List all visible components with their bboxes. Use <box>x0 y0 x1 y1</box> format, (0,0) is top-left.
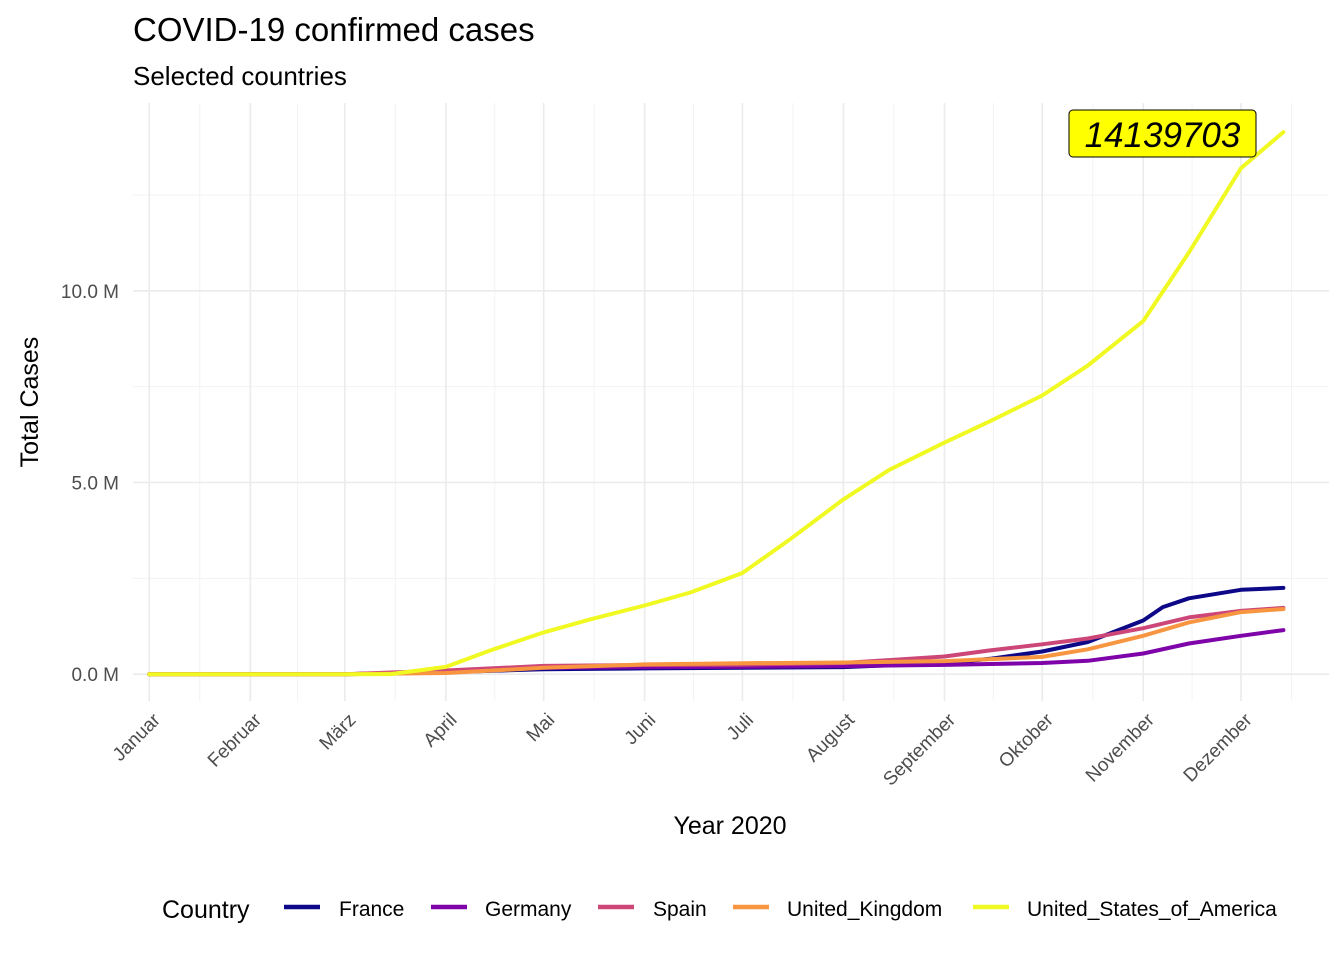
y-tick-label: 10.0 M <box>61 282 119 303</box>
series-line-spain <box>147 605 1286 677</box>
annotation-box <box>1068 109 1257 158</box>
x-tick-labels: Januar Februar März April Mai Juni Juli August S… <box>109 709 1257 790</box>
legend-label: United_States_of_America <box>1027 898 1277 921</box>
annotation-label: 14139703 <box>1085 116 1241 155</box>
x-tick-label: Januar <box>109 709 165 765</box>
chart-title: COVID-19 confirmed cases <box>133 11 535 48</box>
legend-label: France <box>339 898 404 921</box>
y-tick-labels: 0.0 M 5.0 M 10.0 M <box>61 282 119 686</box>
x-tick-label: Dezember <box>1180 709 1257 786</box>
legend: Country France Germany Spain United_Kingdom… <box>162 896 1277 924</box>
x-tick-label: Juli <box>723 710 758 745</box>
x-tick-label: Februar <box>204 709 266 771</box>
y-tick-label: 0.0 M <box>71 665 119 686</box>
x-tick-label: Oktober <box>995 709 1058 772</box>
x-tick-label: Mai <box>523 710 560 747</box>
x-tick-label: März <box>316 710 361 755</box>
legend-label: Germany <box>485 898 572 921</box>
x-tick-label: August <box>802 709 859 766</box>
legend-label: Spain <box>653 898 707 921</box>
x-tick-label: September <box>879 709 960 790</box>
series-line-united-kingdom <box>147 607 1286 677</box>
series-line-france <box>147 585 1286 677</box>
x-tick-label: November <box>1082 709 1159 786</box>
grid <box>133 103 1329 701</box>
series-line-germany <box>147 628 1286 677</box>
y-tick-label: 5.0 M <box>71 474 119 495</box>
chart-subtitle: Selected countries <box>133 61 347 91</box>
y-axis-title: Total Cases <box>16 337 44 468</box>
legend-label: United_Kingdom <box>787 898 942 921</box>
legend-title: Country <box>162 896 250 924</box>
x-axis-title: Year 2020 <box>673 812 786 840</box>
annotation: 14139703 <box>1068 109 1257 158</box>
series-line-united-states-of-america <box>147 130 1286 677</box>
series-lines <box>147 130 1286 677</box>
x-tick-label: Juni <box>621 710 660 749</box>
x-tick-label: April <box>420 710 462 752</box>
